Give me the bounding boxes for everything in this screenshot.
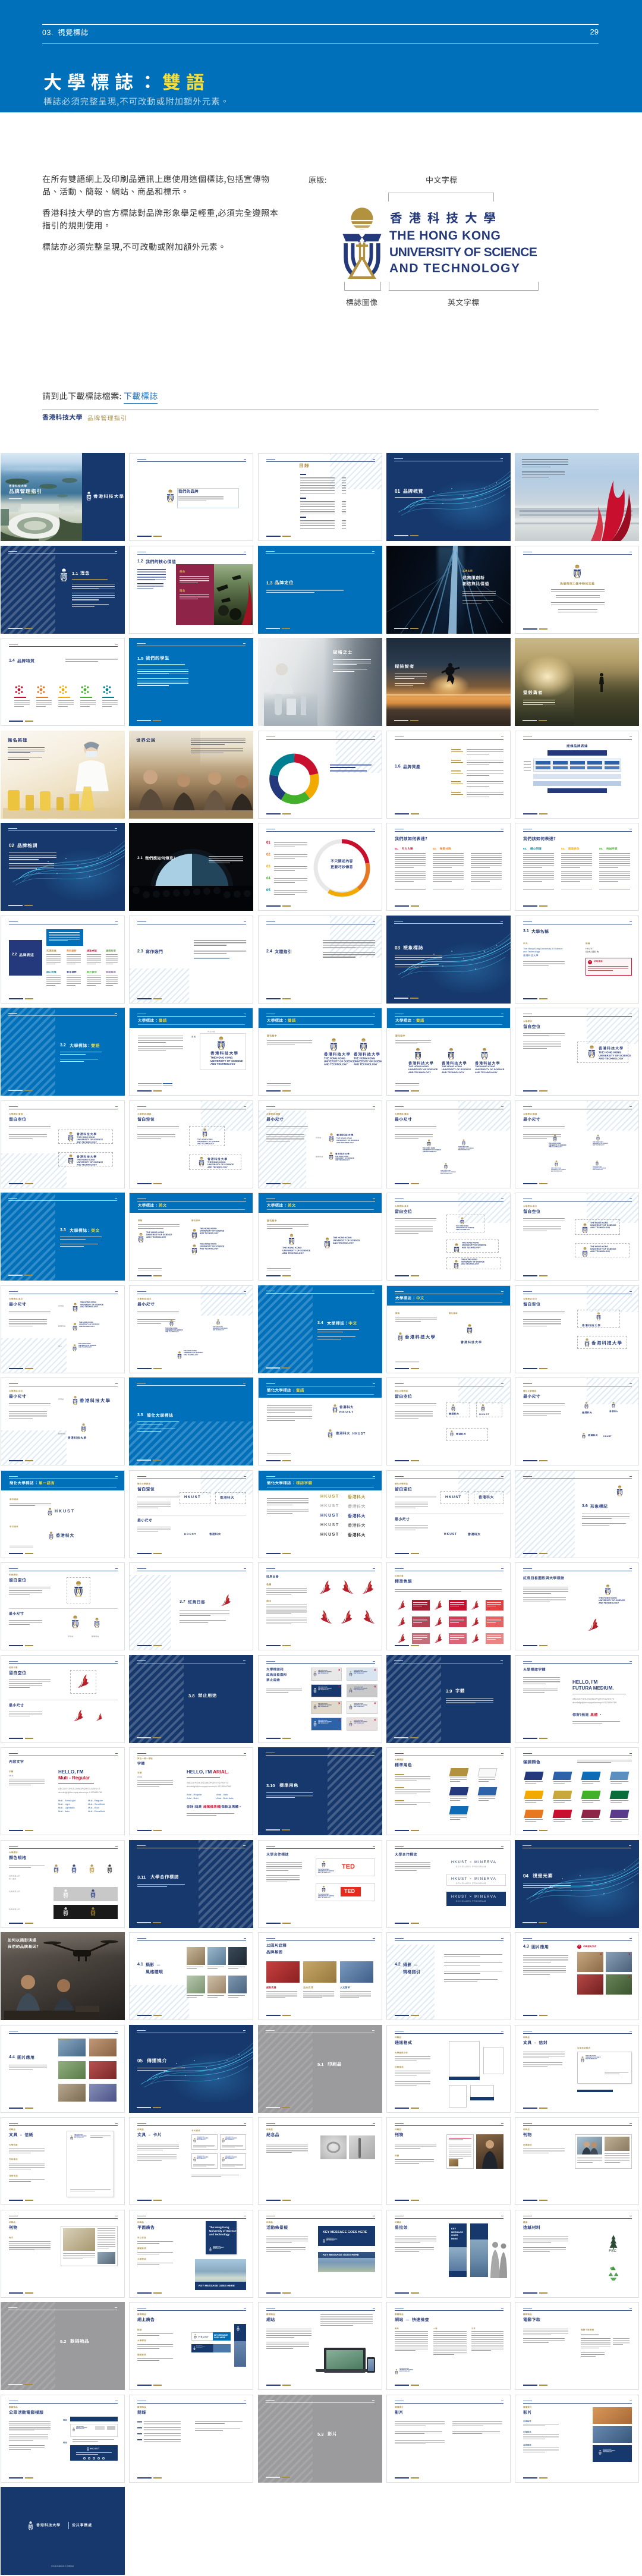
svg-text:FSC: FSC	[609, 2249, 616, 2252]
